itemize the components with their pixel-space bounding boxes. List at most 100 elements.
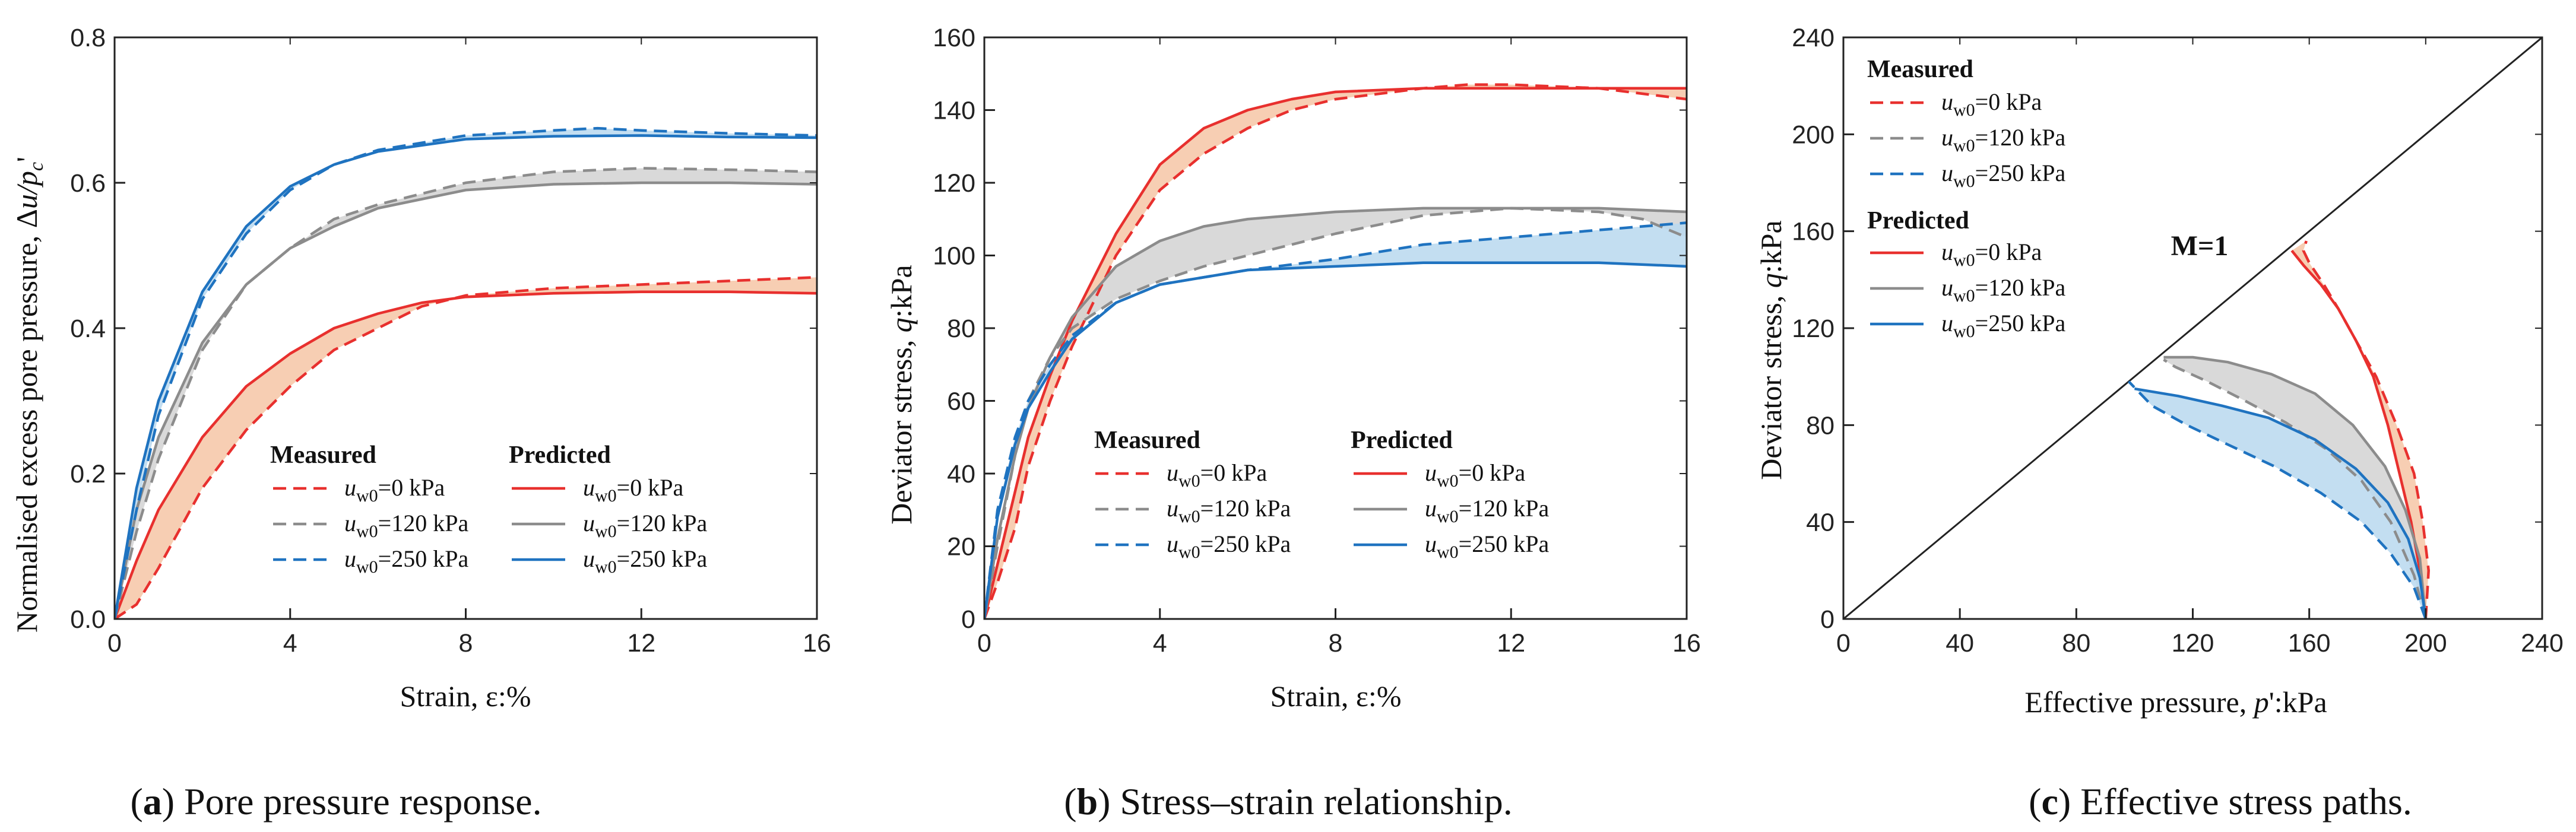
panel-c-xlabel: Effective pressure, p':kPa: [2024, 685, 2327, 719]
y-tick-label: 60: [947, 388, 975, 416]
x-tick-label: 8: [1329, 629, 1343, 658]
panel-c-legend: Measured Predicted uw0=0 kPa uw0=0 kPa uw0…: [1867, 56, 2065, 341]
band-red: [115, 277, 817, 619]
panel-c-legend-predicted-header: Predicted: [1867, 207, 1969, 234]
series-predicted-uw0-0-kpa: [115, 290, 817, 619]
legend-label-measured-red: uw0=0 kPa: [1941, 88, 2042, 120]
panel-c-ylabel: Deviator stress, q:kPa: [1754, 220, 1788, 479]
legend-label-measured-red: uw0=0 kPa: [344, 474, 445, 506]
x-tick-label: 0: [1836, 629, 1851, 658]
caption-c: (c) Effective stress paths.: [2029, 780, 2412, 823]
series-predicted-uw0-120-kpa: [984, 207, 1687, 619]
legend-label-measured-blue: uw0=250 kPa: [1941, 160, 2065, 191]
series-measured-uw0-0-kpa: [984, 83, 1687, 619]
x-tick-label: 4: [1153, 629, 1167, 658]
y-tick-label: 0.6: [70, 169, 106, 198]
series-measured-uw0-0-kpa: [115, 276, 817, 619]
band-blue: [984, 223, 1687, 619]
y-tick-label: 120: [933, 169, 975, 198]
panel-c-chart: 0 40 80 120 160 200 240 0 40 80 120 160 200 240: [1792, 24, 2564, 658]
panel-b-legend-predicted-header: Predicted: [1351, 427, 1453, 454]
panel-c-critical-state-label: M=1: [2171, 230, 2229, 262]
y-tick-label: 80: [1806, 411, 1834, 440]
series-predicted-uw0-120-kpa: [2163, 355, 2428, 619]
x-tick-label: 4: [283, 629, 297, 658]
x-tick-label: 80: [2062, 629, 2090, 658]
legend-label-predicted-gray: uw0=120 kPa: [583, 510, 707, 541]
legend-label-predicted-blue: uw0=250 kPa: [1941, 310, 2065, 341]
legend-label-predicted-gray: uw0=120 kPa: [1425, 495, 1549, 526]
legend-label-predicted-red: uw0=0 kPa: [1941, 239, 2042, 270]
caption-b: (b) Stress–strain relationship.: [1064, 780, 1512, 823]
y-tick-label: 200: [1792, 120, 1834, 149]
y-tick-label: 100: [933, 242, 975, 271]
series-predicted-uw0-120-kpa: [115, 181, 817, 619]
legend-label-measured-gray: uw0=120 kPa: [344, 510, 468, 541]
critical-state-line: [1843, 37, 2542, 619]
y-tick-label: 120: [1792, 315, 1834, 343]
y-tick-label: 0.2: [70, 460, 106, 488]
series-measured-uw0-120-kpa: [984, 207, 1687, 619]
legend-label-predicted-red: uw0=0 kPa: [583, 474, 683, 506]
y-tick-label: 240: [1792, 24, 1834, 52]
series-predicted-uw0-250-kpa: [115, 134, 817, 619]
x-tick-label: 240: [2521, 629, 2564, 658]
panel-a-legend-predicted-header: Predicted: [509, 442, 611, 469]
x-tick-label: 0: [977, 629, 991, 658]
band-gray: [2163, 357, 2426, 619]
x-tick-label: 16: [803, 629, 831, 658]
series-measured-uw0-250-kpa: [984, 221, 1687, 619]
x-tick-label: 12: [1497, 629, 1525, 658]
x-tick-label: 120: [2172, 629, 2214, 658]
panel-a-ylabel: Normalised excess pore pressure, Δu/pc': [10, 157, 47, 633]
panel-a-xlabel: Strain, ε:%: [400, 679, 531, 713]
series-measured-uw0-120-kpa: [115, 167, 817, 619]
y-tick-label: 0: [961, 605, 975, 634]
panel-b-ylabel: Deviator stress, q:kPa: [885, 265, 918, 524]
y-tick-label: 160: [933, 24, 975, 52]
x-tick-label: 16: [1672, 629, 1701, 658]
y-tick-label: 40: [1806, 509, 1834, 537]
legend-label-predicted-blue: uw0=250 kPa: [583, 545, 707, 577]
band-gray: [984, 208, 1687, 619]
panel-c-legend-measured-header: Measured: [1867, 56, 1973, 83]
legend-label-predicted-blue: uw0=250 kPa: [1425, 531, 1549, 562]
y-tick-label: 0.4: [70, 315, 106, 343]
plot-frame: [983, 36, 1688, 620]
y-tick-label: 0.0: [70, 605, 106, 634]
panel-b-xlabel: Strain, ε:%: [1270, 679, 1402, 713]
panel-a-chart: 0 4 8 12 16 0.0 0.2 0.4 0.6 0.8: [70, 24, 831, 658]
y-tick-label: 160: [1792, 218, 1834, 246]
caption-a: (a) Pore pressure response.: [130, 780, 541, 823]
series-predicted-uw0-250-kpa: [984, 261, 1687, 619]
y-tick-label: 0.8: [70, 24, 106, 52]
panel-b-legend-measured-header: Measured: [1094, 427, 1200, 454]
x-tick-label: 160: [2288, 629, 2331, 658]
legend-label-predicted-red: uw0=0 kPa: [1425, 459, 1525, 491]
x-tick-label: 200: [2404, 629, 2447, 658]
legend-label-measured-gray: uw0=120 kPa: [1167, 495, 1291, 526]
x-tick-label: 0: [107, 629, 122, 658]
y-tick-label: 140: [933, 97, 975, 125]
x-tick-label: 8: [459, 629, 473, 658]
x-tick-label: 12: [627, 629, 655, 658]
panel-a-legend-measured-header: Measured: [270, 442, 376, 469]
y-tick-label: 80: [947, 315, 975, 343]
legend-label-measured-blue: uw0=250 kPa: [344, 545, 468, 577]
series-predicted-uw0-0-kpa: [984, 87, 1687, 619]
y-tick-label: 20: [947, 533, 975, 561]
series-predicted-uw0-250-kpa: [2134, 387, 2428, 619]
panel-a-legend: Measured Predicted uw0=0 kPa uw0=0 kPa uw0…: [270, 442, 707, 577]
legend-label-predicted-gray: uw0=120 kPa: [1941, 274, 2065, 306]
series-measured-uw0-250-kpa: [2127, 380, 2427, 619]
y-tick-label: 40: [947, 460, 975, 488]
band-red: [984, 84, 1687, 619]
panel-b-legend: Measured Predicted uw0=0 kPa uw0=0 kPa uw0…: [1094, 427, 1549, 562]
band-blue: [2128, 381, 2426, 619]
x-tick-label: 40: [1946, 629, 1974, 658]
y-tick-label: 0: [1820, 605, 1834, 634]
legend-label-measured-gray: uw0=120 kPa: [1941, 124, 2065, 155]
legend-label-measured-red: uw0=0 kPa: [1167, 459, 1267, 491]
